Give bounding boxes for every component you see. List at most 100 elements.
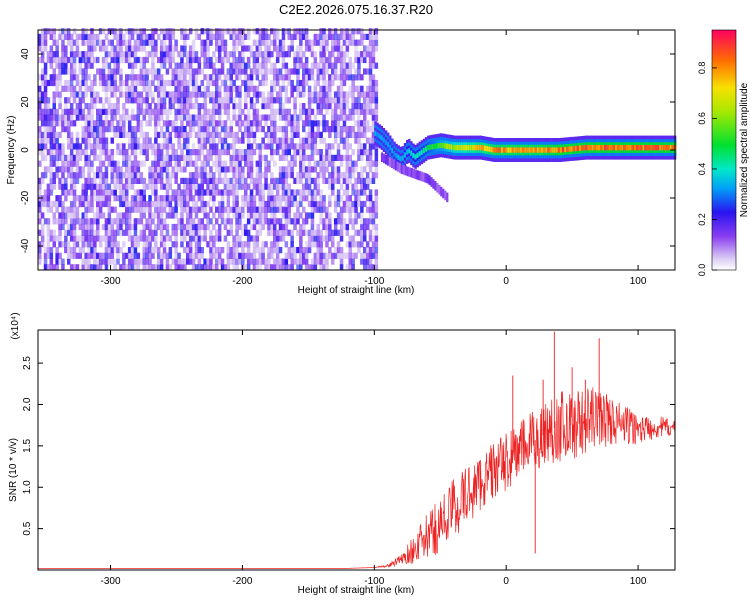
spectrogram-cell <box>136 143 141 150</box>
spectrogram-cell <box>371 206 376 213</box>
spectrogram-cell <box>238 126 242 133</box>
spectrogram-cell <box>133 189 138 196</box>
spectrogram-cell <box>159 56 164 64</box>
spectrogram-cell <box>136 189 141 196</box>
spectrogram-cell <box>46 97 51 104</box>
spectrogram-cell <box>159 91 164 98</box>
spectrogram-cell <box>354 195 358 202</box>
spectrogram-cell <box>354 74 358 81</box>
spectrogram-cell <box>107 103 112 110</box>
spectrogram-cell <box>197 85 202 92</box>
spectrogram-cell <box>235 68 239 75</box>
spectrogram-cell <box>183 247 187 254</box>
spectrogram-cell <box>174 149 178 156</box>
spectrogram-cell <box>220 45 225 52</box>
spectrogram-cell <box>363 91 367 98</box>
spectrogram-cell <box>171 91 175 98</box>
spectrogram-cell <box>235 62 239 69</box>
spectrogram-cell <box>107 212 112 219</box>
spectrogram-cell <box>357 120 361 127</box>
spectrogram-cell <box>333 126 338 133</box>
spectrogram-cell <box>336 74 341 81</box>
colorbar-label: Normalized spectral amplitude <box>739 82 750 217</box>
spectrogram-cell <box>223 264 228 271</box>
spectrogram-cell <box>98 241 103 248</box>
spectrogram-cell <box>64 45 68 52</box>
spectrogram-cell <box>72 235 77 242</box>
spectrogram-cell <box>368 79 373 87</box>
spectrogram-cell <box>145 241 149 248</box>
spectrogram-cell <box>281 229 286 236</box>
spectrogram-cell <box>357 126 361 133</box>
spectrogram-cell <box>186 108 190 115</box>
spectrogram-cell <box>130 108 135 115</box>
spectrogram-cell <box>122 91 126 98</box>
spectrogram-cell <box>200 91 204 98</box>
spectrogram-cell <box>319 149 323 156</box>
spectrogram-cell <box>43 264 48 271</box>
spectrogram-cell <box>96 189 100 196</box>
spectrogram-cell <box>177 108 181 115</box>
spectrogram-cell <box>133 172 138 179</box>
spectrogram-cell <box>180 258 184 265</box>
spectrogram-cell <box>223 56 228 64</box>
spectrogram-cell <box>273 120 277 127</box>
spectrogram-cell <box>55 108 59 115</box>
spectrogram-cell <box>348 154 352 161</box>
spectrogram-cell <box>122 120 126 127</box>
spectrogram-cell <box>290 195 294 202</box>
spectrogram-tone-cell <box>570 146 573 152</box>
spectrogram-cell <box>43 39 48 46</box>
spectrogram-cell <box>261 212 265 219</box>
spectrogram-cell <box>270 189 274 196</box>
spectrogram-cell <box>84 62 88 69</box>
spectrogram-cell <box>61 114 65 121</box>
spectrogram-cell <box>304 183 309 190</box>
spectrogram-cell <box>200 126 204 133</box>
spectrogram-cell <box>322 33 326 40</box>
spectrogram-cell <box>345 172 350 179</box>
spectrogram-cell <box>287 120 291 127</box>
spectrogram-cell <box>130 114 135 121</box>
spectrogram-cell <box>310 45 315 52</box>
spectrogram-cell <box>255 74 260 81</box>
spectrogram-cell <box>194 120 199 127</box>
spectrogram-cell <box>81 195 85 202</box>
spectrogram-cell <box>159 97 164 104</box>
spectrogram-cell <box>58 195 62 202</box>
spectrogram-cell <box>87 264 91 271</box>
spectrogram-cell <box>331 74 335 81</box>
spectrogram-cell <box>255 39 260 46</box>
spectrogram-cell <box>84 79 88 87</box>
spectrogram-cell <box>55 51 59 58</box>
spectrogram-cell <box>43 74 48 81</box>
spectrogram-tone-cell <box>439 142 443 148</box>
spectrogram-cell <box>278 247 283 254</box>
spectrogram-cell <box>194 252 199 259</box>
spectrogram-cell <box>365 51 370 58</box>
spectrogram-cell <box>162 160 167 167</box>
spectrogram-cell <box>322 166 326 173</box>
spectrogram-cell <box>162 51 167 58</box>
spectrogram-cell <box>267 200 271 208</box>
spectrogram-cell <box>151 28 155 35</box>
spectrogram-cell <box>229 183 233 190</box>
spectrogram-cell <box>313 62 318 69</box>
spectrogram-cell <box>322 97 326 104</box>
spectrogram-cell <box>78 103 83 110</box>
spectrogram-cell <box>174 252 178 259</box>
spectrogram-cell <box>180 200 184 208</box>
spectrogram-cell <box>125 79 129 87</box>
spectrogram-cell <box>61 51 65 58</box>
spectrogram-cell <box>307 189 312 196</box>
spectrogram-tone-cell <box>374 130 377 136</box>
spectrogram-cell <box>61 33 65 40</box>
spectrogram-cell <box>127 137 132 144</box>
spectrogram-cell <box>188 97 193 104</box>
spectrogram-cell <box>302 79 306 87</box>
spectrogram-cell <box>304 195 309 202</box>
spectrogram-cell <box>116 33 120 40</box>
spectrogram-cell <box>180 85 184 92</box>
spectrogram-cell <box>139 235 144 242</box>
spectrogram-cell <box>304 166 309 173</box>
